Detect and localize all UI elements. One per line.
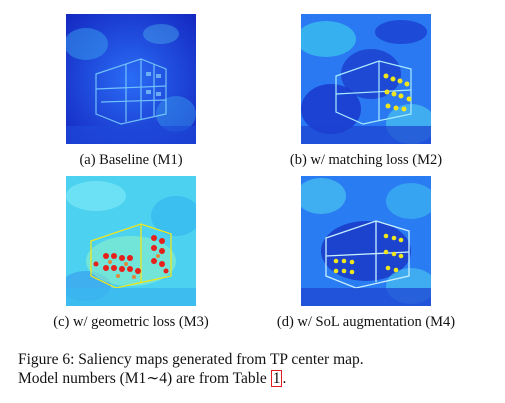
saliency-map-sol-augmentation — [301, 176, 431, 306]
table-reference-link[interactable]: 1 — [270, 370, 283, 387]
panel-caption-c: (c) w/ geometric loss (M3) — [53, 314, 209, 330]
caption-tilde: ∼ — [146, 370, 160, 387]
saliency-map-geometric-loss — [66, 176, 196, 306]
saliency-map-matching-loss — [301, 14, 431, 144]
caption-line-2-suffix: . — [282, 370, 287, 387]
saliency-map-baseline — [66, 14, 196, 144]
caption-line-2-prefix: Model numbers (M1 — [18, 370, 147, 387]
figure-caption: Figure 6: Saliency maps generated from T… — [18, 350, 488, 388]
panel-caption-b: (b) w/ matching loss (M2) — [289, 152, 443, 168]
caption-line-2-mid: 4) are from Table — [159, 370, 271, 387]
panel-caption-d: (d) w/ SoL augmentation (M4) — [276, 314, 456, 330]
caption-line-2: Model numbers (M1∼4) are from Table 1. — [18, 369, 488, 388]
caption-line-1: Figure 6: Saliency maps generated from T… — [18, 351, 364, 368]
panel-caption-a: (a) Baseline (M1) — [79, 152, 183, 168]
